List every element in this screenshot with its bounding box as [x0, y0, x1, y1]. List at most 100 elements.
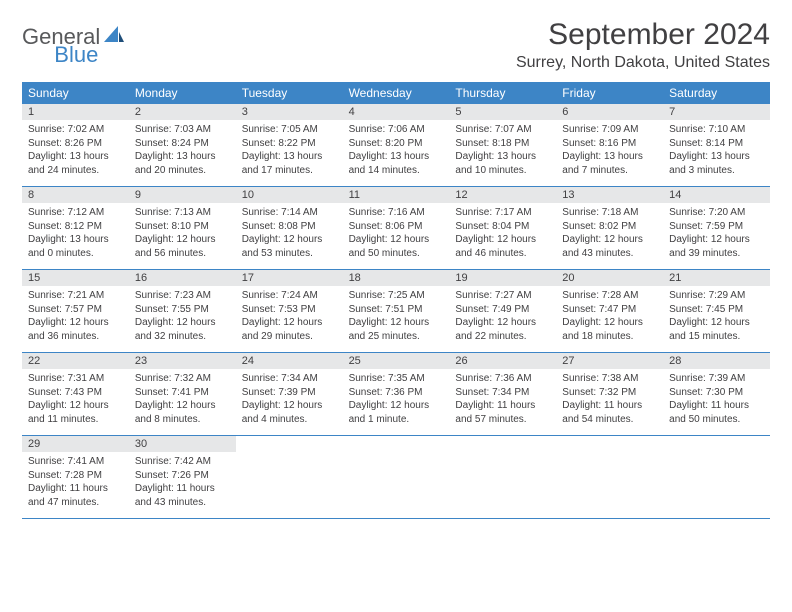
day-details: Sunrise: 7:18 AMSunset: 8:02 PMDaylight:…: [556, 203, 663, 266]
day-line-sunrise: Sunrise: 7:31 AM: [28, 372, 123, 386]
day-details: Sunrise: 7:07 AMSunset: 8:18 PMDaylight:…: [449, 120, 556, 183]
day-line-sunrise: Sunrise: 7:25 AM: [349, 289, 444, 303]
day-line-sunset: Sunset: 7:57 PM: [28, 303, 123, 317]
day-line-sunset: Sunset: 8:10 PM: [135, 220, 230, 234]
day-line-d2: and 25 minutes.: [349, 330, 444, 344]
day-line-sunrise: Sunrise: 7:03 AM: [135, 123, 230, 137]
day-number: 16: [129, 270, 236, 286]
day-line-d1: Daylight: 11 hours: [669, 399, 764, 413]
day-cell: 3Sunrise: 7:05 AMSunset: 8:22 PMDaylight…: [236, 104, 343, 186]
day-details: Sunrise: 7:14 AMSunset: 8:08 PMDaylight:…: [236, 203, 343, 266]
day-line-d2: and 50 minutes.: [669, 413, 764, 427]
day-line-d1: Daylight: 12 hours: [669, 316, 764, 330]
day-details: Sunrise: 7:28 AMSunset: 7:47 PMDaylight:…: [556, 286, 663, 349]
day-line-sunset: Sunset: 8:06 PM: [349, 220, 444, 234]
day-details: Sunrise: 7:03 AMSunset: 8:24 PMDaylight:…: [129, 120, 236, 183]
day-line-d2: and 43 minutes.: [562, 247, 657, 261]
day-number: 3: [236, 104, 343, 120]
day-line-d1: Daylight: 13 hours: [349, 150, 444, 164]
week-row: 22Sunrise: 7:31 AMSunset: 7:43 PMDayligh…: [22, 353, 770, 436]
empty-day-cell: [236, 436, 343, 518]
day-line-sunset: Sunset: 8:14 PM: [669, 137, 764, 151]
day-number: 20: [556, 270, 663, 286]
day-cell: 23 Sunrise: 7:32 AMSunset: 7:41 PMDayligh…: [129, 353, 236, 435]
day-number: 21: [663, 270, 770, 286]
day-line-sunrise: Sunrise: 7:06 AM: [349, 123, 444, 137]
day-line-sunrise: Sunrise: 7:17 AM: [455, 206, 550, 220]
day-line-d2: and 54 minutes.: [562, 413, 657, 427]
day-line-d2: and 15 minutes.: [669, 330, 764, 344]
day-cell: 1Sunrise: 7:02 AMSunset: 8:26 PMDaylight…: [22, 104, 129, 186]
day-line-sunset: Sunset: 7:51 PM: [349, 303, 444, 317]
day-line-d1: Daylight: 12 hours: [135, 399, 230, 413]
day-line-d1: Daylight: 12 hours: [349, 316, 444, 330]
day-line-d2: and 0 minutes.: [28, 247, 123, 261]
day-number: 11: [343, 187, 450, 203]
day-cell: 12Sunrise: 7:17 AMSunset: 8:04 PMDayligh…: [449, 187, 556, 269]
empty-day-cell: [449, 436, 556, 518]
day-details: Sunrise: 7:17 AMSunset: 8:04 PMDaylight:…: [449, 203, 556, 266]
day-line-sunrise: Sunrise: 7:39 AM: [669, 372, 764, 386]
day-line-d2: and 39 minutes.: [669, 247, 764, 261]
day-line-d2: and 46 minutes.: [455, 247, 550, 261]
day-line-sunrise: Sunrise: 7:35 AM: [349, 372, 444, 386]
weekday-header: Saturday: [663, 82, 770, 104]
day-number: 8: [22, 187, 129, 203]
day-line-d2: and 10 minutes.: [455, 164, 550, 178]
day-line-sunset: Sunset: 7:41 PM: [135, 386, 230, 400]
day-cell: 28Sunrise: 7:39 AMSunset: 7:30 PMDayligh…: [663, 353, 770, 435]
day-number: 15: [22, 270, 129, 286]
day-line-sunset: Sunset: 8:26 PM: [28, 137, 123, 151]
day-line-sunrise: Sunrise: 7:21 AM: [28, 289, 123, 303]
day-cell: 16Sunrise: 7:23 AMSunset: 7:55 PMDayligh…: [129, 270, 236, 352]
day-details: Sunrise: 7:35 AMSunset: 7:36 PMDaylight:…: [343, 369, 450, 432]
day-line-sunrise: Sunrise: 7:23 AM: [135, 289, 230, 303]
day-cell: 25Sunrise: 7:35 AMSunset: 7:36 PMDayligh…: [343, 353, 450, 435]
day-details: Sunrise: 7:39 AMSunset: 7:30 PMDaylight:…: [663, 369, 770, 432]
day-line-d1: Daylight: 11 hours: [455, 399, 550, 413]
day-line-sunrise: Sunrise: 7:29 AM: [669, 289, 764, 303]
week-row: 1Sunrise: 7:02 AMSunset: 8:26 PMDaylight…: [22, 104, 770, 187]
day-line-d2: and 50 minutes.: [349, 247, 444, 261]
day-number: 22: [22, 353, 129, 369]
day-cell: 20Sunrise: 7:28 AMSunset: 7:47 PMDayligh…: [556, 270, 663, 352]
brand-logo: General Blue: [22, 18, 170, 50]
weekday-header: Monday: [129, 82, 236, 104]
weekday-header: Wednesday: [343, 82, 450, 104]
day-number: 7: [663, 104, 770, 120]
location-label: Surrey, North Dakota, United States: [516, 54, 770, 72]
page-header: General Blue September 2024 Surrey, Nort…: [22, 18, 770, 72]
week-row: 29Sunrise: 7:41 AMSunset: 7:28 PMDayligh…: [22, 436, 770, 519]
day-cell: 11Sunrise: 7:16 AMSunset: 8:06 PMDayligh…: [343, 187, 450, 269]
day-line-d2: and 57 minutes.: [455, 413, 550, 427]
day-details: Sunrise: 7:31 AMSunset: 7:43 PMDaylight:…: [22, 369, 129, 432]
day-number: 26: [449, 353, 556, 369]
day-line-d2: and 17 minutes.: [242, 164, 337, 178]
day-line-sunrise: Sunrise: 7:32 AM: [135, 372, 230, 386]
day-number: 14: [663, 187, 770, 203]
day-line-sunset: Sunset: 7:43 PM: [28, 386, 123, 400]
empty-day-cell: [663, 436, 770, 518]
day-number: 27: [556, 353, 663, 369]
day-line-d1: Daylight: 12 hours: [28, 316, 123, 330]
day-cell: 5Sunrise: 7:07 AMSunset: 8:18 PMDaylight…: [449, 104, 556, 186]
day-details: Sunrise: 7:20 AMSunset: 7:59 PMDaylight:…: [663, 203, 770, 266]
day-line-d1: Daylight: 12 hours: [135, 316, 230, 330]
weekday-header: Sunday: [22, 82, 129, 104]
month-title: September 2024: [516, 18, 770, 52]
day-line-d1: Daylight: 12 hours: [349, 233, 444, 247]
day-line-d2: and 1 minute.: [349, 413, 444, 427]
day-details: Sunrise: 7:25 AMSunset: 7:51 PMDaylight:…: [343, 286, 450, 349]
day-line-sunset: Sunset: 8:24 PM: [135, 137, 230, 151]
day-cell: 26Sunrise: 7:36 AMSunset: 7:34 PMDayligh…: [449, 353, 556, 435]
day-line-d2: and 7 minutes.: [562, 164, 657, 178]
day-line-sunset: Sunset: 7:39 PM: [242, 386, 337, 400]
day-line-sunrise: Sunrise: 7:02 AM: [28, 123, 123, 137]
day-line-d1: Daylight: 12 hours: [242, 316, 337, 330]
day-number: 23: [129, 353, 236, 369]
day-line-d2: and 20 minutes.: [135, 164, 230, 178]
day-line-sunset: Sunset: 8:04 PM: [455, 220, 550, 234]
day-line-d2: and 56 minutes.: [135, 247, 230, 261]
day-line-sunrise: Sunrise: 7:27 AM: [455, 289, 550, 303]
day-number: 19: [449, 270, 556, 286]
